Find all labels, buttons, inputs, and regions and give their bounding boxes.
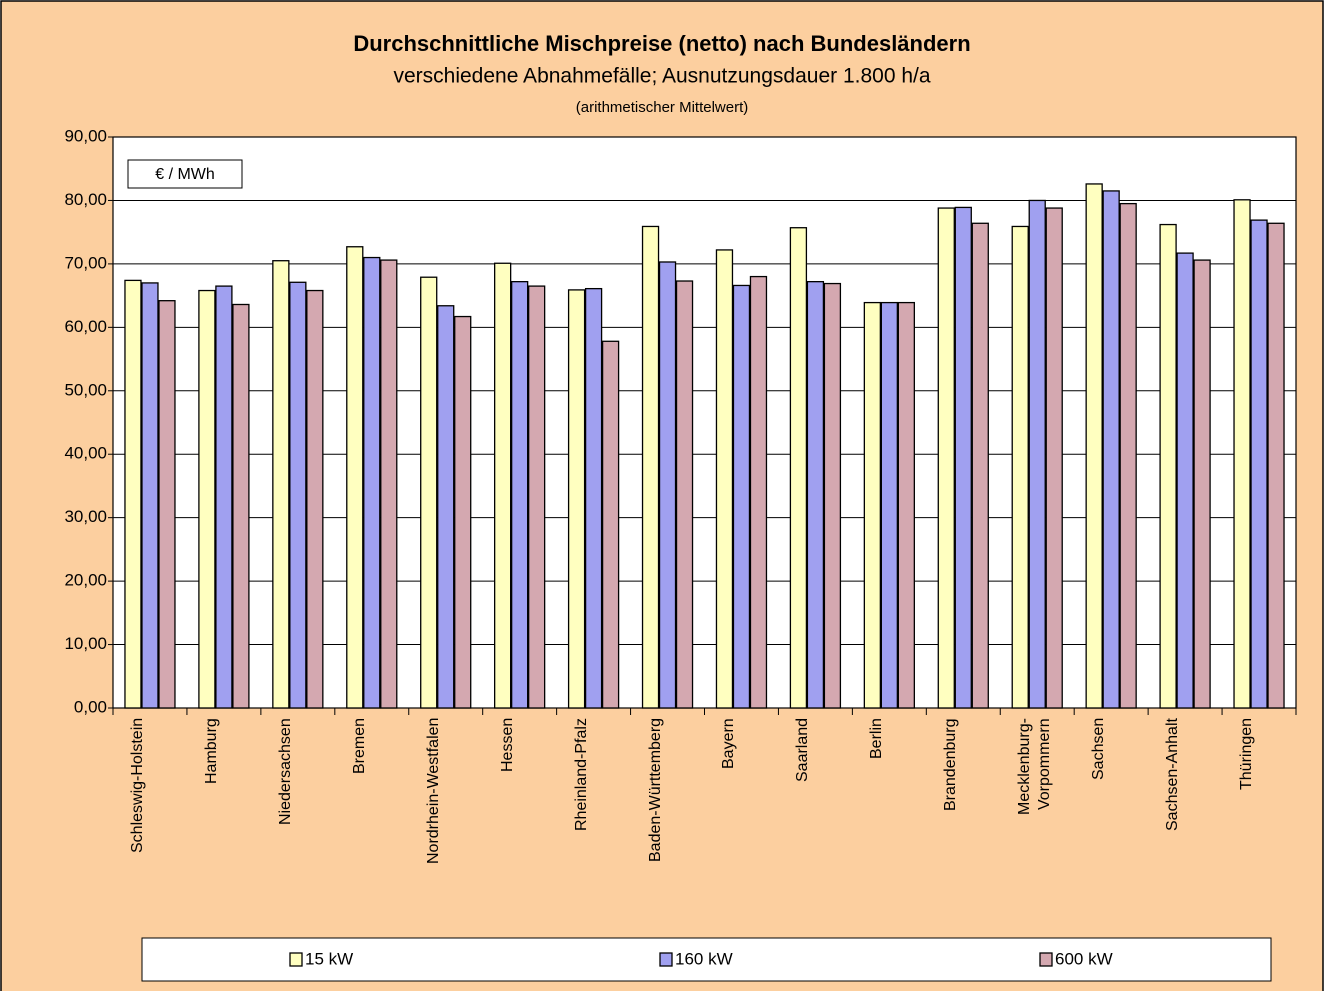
bar <box>124 279 142 709</box>
x-tick-label: Nordrhein-Westfalen <box>424 718 442 865</box>
x-tick-label: Schleswig-Holstein <box>128 718 146 854</box>
bar <box>1159 223 1177 709</box>
bar <box>494 262 512 709</box>
bar <box>272 260 290 709</box>
bar <box>215 285 233 709</box>
unit-box <box>127 159 243 189</box>
y-tick-label: 80,00 <box>64 190 107 209</box>
bar <box>863 301 881 709</box>
x-tick-label: Baden-Württemberg <box>646 718 664 863</box>
y-tick-label: 90,00 <box>64 126 107 145</box>
bar <box>289 281 307 709</box>
legend-swatch <box>659 952 673 967</box>
y-tick-label: 30,00 <box>64 507 107 526</box>
bar <box>1193 259 1211 709</box>
bar <box>601 340 620 709</box>
bar <box>823 282 842 709</box>
bar <box>1011 225 1029 709</box>
legend-label: 160 kW <box>675 949 733 968</box>
bar <box>420 276 438 709</box>
x-tick-label: Saarland <box>794 718 812 783</box>
x-tick-label: Berlin <box>868 718 886 759</box>
bar <box>346 246 364 709</box>
y-tick-label: 20,00 <box>64 571 107 590</box>
bar <box>528 285 546 709</box>
bar <box>1176 252 1194 709</box>
y-tick-label: 60,00 <box>64 317 107 336</box>
legend-swatch <box>1039 952 1053 967</box>
y-tick-label: 70,00 <box>64 253 107 272</box>
bar <box>732 284 751 709</box>
bar <box>715 249 734 709</box>
bar <box>141 282 159 709</box>
bar <box>380 259 398 709</box>
bar <box>954 206 972 709</box>
x-tick-label: Sachsen-Anhalt <box>1164 718 1182 831</box>
bar <box>1102 190 1120 709</box>
bar <box>158 300 176 709</box>
legend-swatch <box>289 952 303 967</box>
bar <box>198 289 216 709</box>
x-tick-label: Rheinland-Pfalz <box>572 718 590 831</box>
bar <box>1085 183 1103 709</box>
bar <box>1233 199 1251 709</box>
x-tick-label: Thüringen <box>1238 718 1256 791</box>
legend <box>141 937 1272 982</box>
y-tick-label: 50,00 <box>64 380 107 399</box>
bar <box>1119 202 1137 709</box>
bar <box>897 301 915 709</box>
bar <box>584 287 603 709</box>
y-tick-label: 10,00 <box>64 634 107 653</box>
x-tick-label: Brandenburg <box>942 718 960 811</box>
chart-title: Durchschnittliche Mischpreise (netto) na… <box>353 31 970 56</box>
y-tick-label: 40,00 <box>64 444 107 463</box>
x-tick-label: Bayern <box>720 718 738 769</box>
chart-subtitle: verschiedene Abnahmefälle; Ausnutzungsda… <box>393 65 930 88</box>
legend-label: 15 kW <box>305 949 353 968</box>
bar <box>1045 207 1063 709</box>
unit-label: € / MWh <box>155 166 215 183</box>
y-tick-label: 0,00 <box>74 697 107 716</box>
bar <box>658 261 677 709</box>
bar <box>789 227 808 709</box>
x-tick-label: Hamburg <box>202 718 220 784</box>
bar <box>1267 222 1285 709</box>
bar <box>749 275 768 709</box>
bar <box>437 305 455 709</box>
bar <box>971 222 989 709</box>
bar <box>806 281 825 709</box>
x-tick-label: Bremen <box>350 718 368 775</box>
bar <box>641 225 660 709</box>
x-tick-label: Niedersachsen <box>276 718 294 825</box>
bar <box>306 289 324 709</box>
x-tick-label: Sachsen <box>1090 718 1108 781</box>
bar <box>232 303 250 709</box>
chart-note: (arithmetischer Mittelwert) <box>576 99 749 116</box>
x-tick-label: Hessen <box>498 718 516 773</box>
bar <box>567 289 586 709</box>
bar <box>1028 199 1046 709</box>
legend-label: 600 kW <box>1055 949 1113 968</box>
bar <box>511 281 529 709</box>
bar <box>937 207 955 709</box>
bar <box>363 256 381 709</box>
bar <box>454 315 472 709</box>
bar <box>1250 219 1268 709</box>
x-tick-label: Mecklenburg- Vorpommern <box>1016 718 1054 815</box>
bar <box>880 301 898 709</box>
bar <box>675 280 694 709</box>
